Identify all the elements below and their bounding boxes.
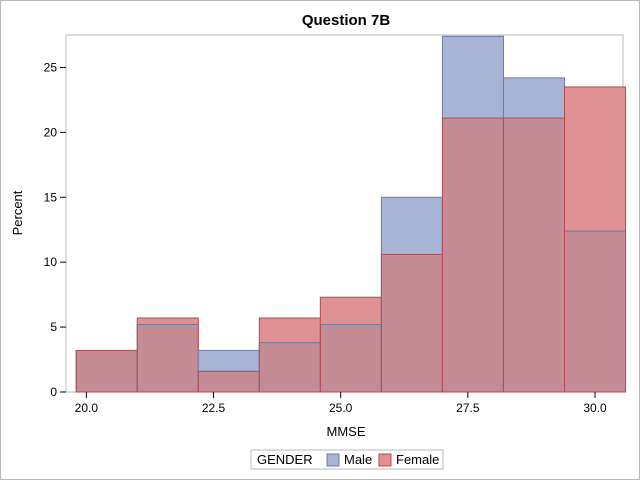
bar-overlap-bin-4 <box>320 324 382 392</box>
y-tick-label-1: 5 <box>50 320 57 334</box>
bar-overlap-bin-5 <box>381 254 443 392</box>
y-tick-label-4: 20 <box>44 125 58 139</box>
x-tick-label-4: 30.0 <box>583 401 607 415</box>
y-tick-label-2: 10 <box>44 255 58 269</box>
legend-swatch-male <box>326 453 340 467</box>
bar-male-bin-6 <box>442 36 504 119</box>
legend: GENDER Male Female <box>250 449 444 470</box>
x-axis-label: MMSE <box>327 424 366 439</box>
bar-male-bin-2 <box>198 350 260 372</box>
legend-label-female: Female <box>396 452 439 467</box>
axes-group: 20.0 22.5 25.0 27.5 30.0 0 5 10 15 20 25 <box>44 60 607 415</box>
bar-female-bin-8 <box>564 86 626 232</box>
bar-overlap-bin-2 <box>198 371 260 392</box>
chart-title: Question 7B <box>302 12 391 29</box>
x-tick-label-0: 20.0 <box>75 401 99 415</box>
bar-female-bin-1 <box>137 318 199 325</box>
x-tick-label-2: 25.0 <box>329 401 353 415</box>
bar-overlap-bin-8 <box>564 231 626 392</box>
bar-overlap-bin-1 <box>137 324 199 392</box>
bar-overlap-bin-3 <box>259 342 321 392</box>
bars-group <box>75 35 627 393</box>
bar-overlap-bin-0 <box>76 350 138 392</box>
legend-box <box>250 449 444 470</box>
y-tick-label-0: 0 <box>50 385 57 399</box>
y-tick-label-3: 15 <box>44 190 58 204</box>
legend-swatch-female <box>378 453 392 467</box>
x-tick-label-1: 22.5 <box>202 401 226 415</box>
bar-male-bin-7 <box>503 77 565 119</box>
y-axis-label: Percent <box>10 190 25 235</box>
y-tick-label-5: 25 <box>44 60 58 74</box>
legend-title: GENDER <box>257 452 313 467</box>
bar-female-bin-3 <box>259 318 321 343</box>
bar-overlap-bin-6 <box>442 118 504 393</box>
legend-label-male: Male <box>344 452 372 467</box>
bar-female-bin-4 <box>320 297 382 325</box>
x-tick-label-3: 27.5 <box>456 401 480 415</box>
bar-male-bin-5 <box>381 197 443 255</box>
bar-overlap-bin-7 <box>503 118 565 393</box>
